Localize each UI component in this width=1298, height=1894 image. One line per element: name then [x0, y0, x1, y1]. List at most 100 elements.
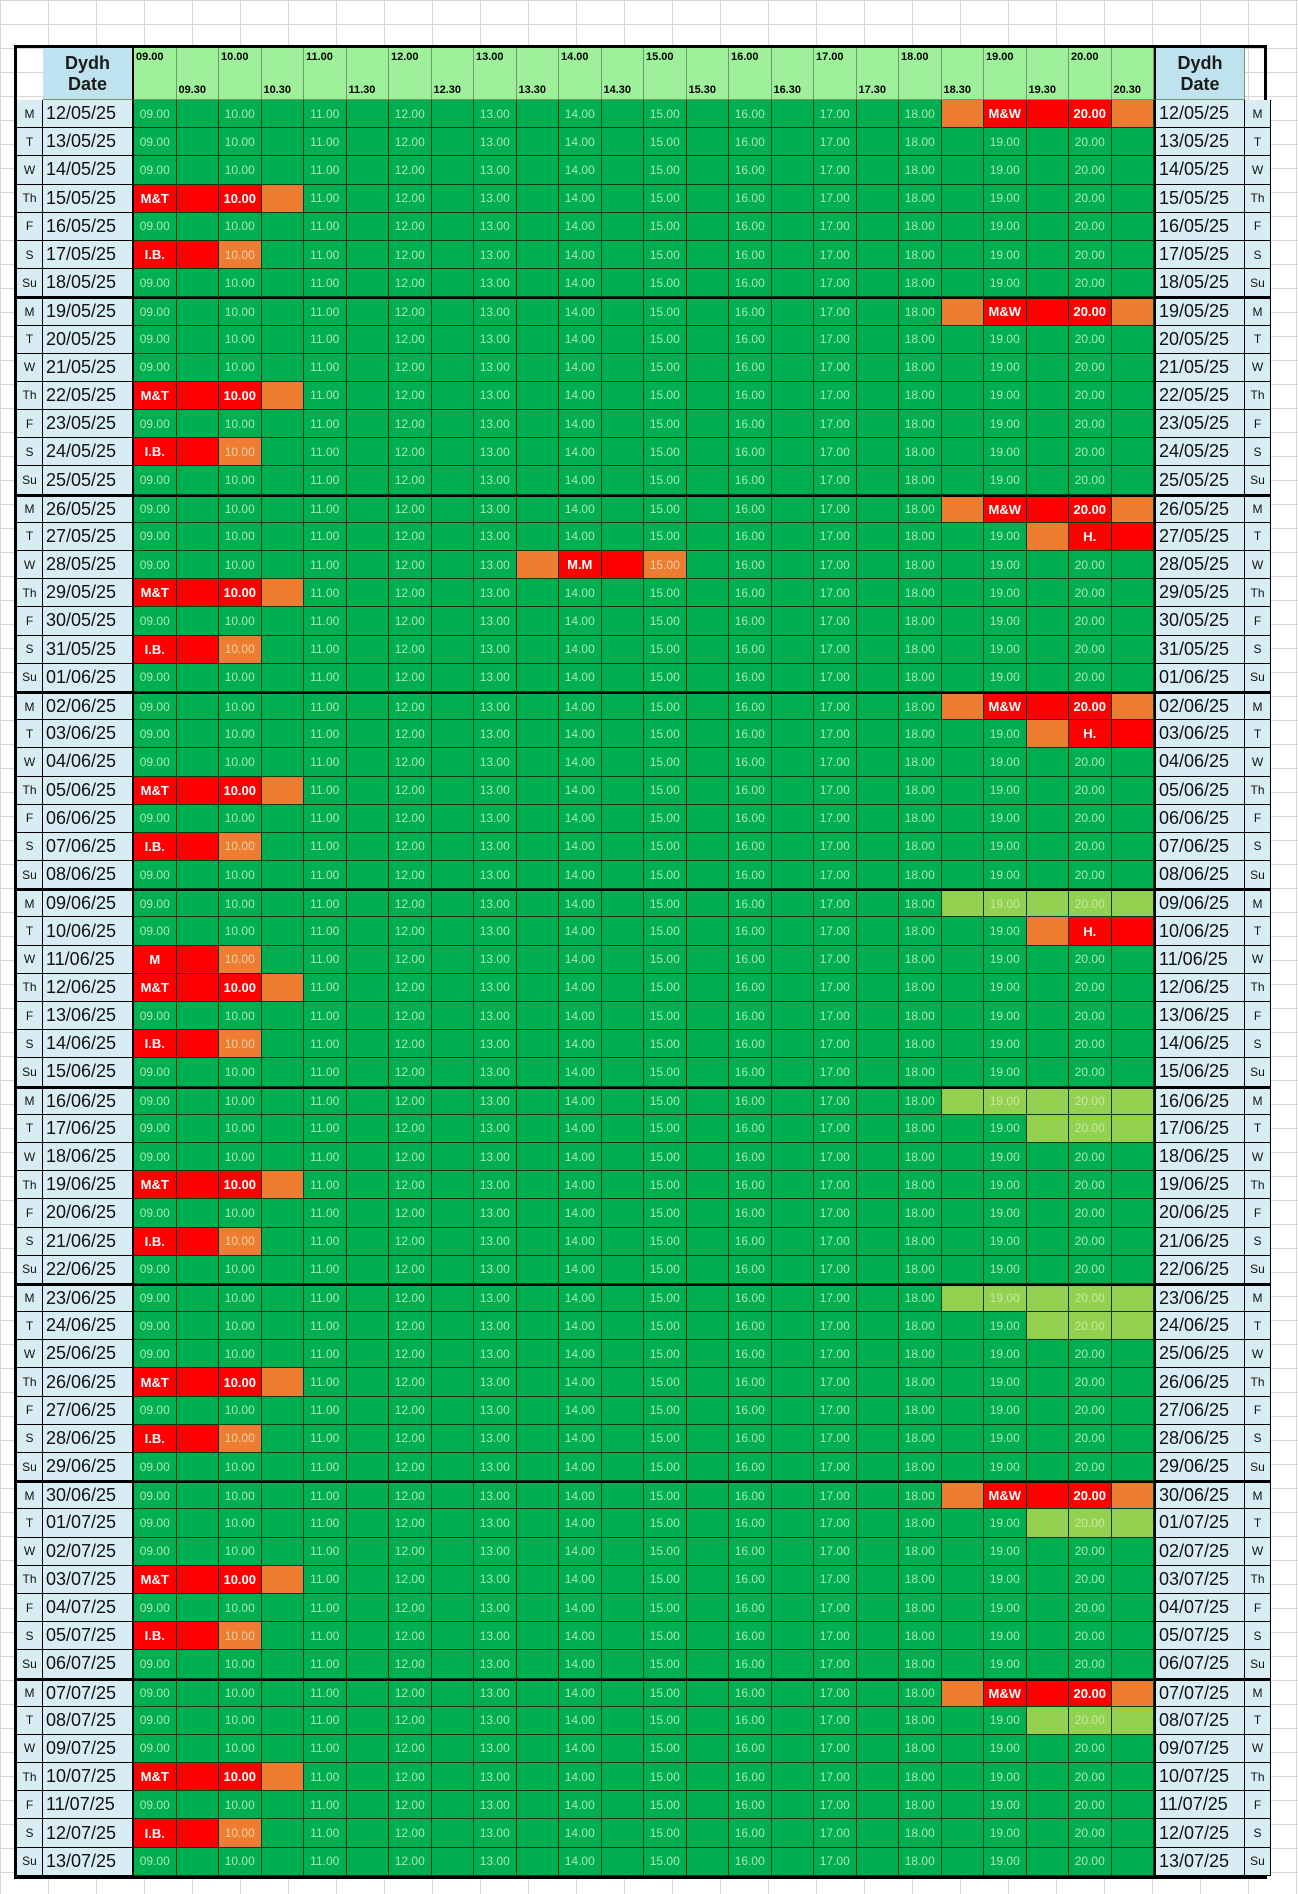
- free-slot[interactable]: 10.00: [219, 522, 262, 551]
- free-slot[interactable]: 20.00: [1069, 1142, 1112, 1172]
- booking-slot[interactable]: 10.00: [219, 1368, 262, 1397]
- free-slot[interactable]: 15.00: [644, 128, 687, 157]
- free-slot[interactable]: [261, 1481, 304, 1510]
- free-slot[interactable]: [176, 1453, 219, 1482]
- free-slot[interactable]: 19.00: [984, 325, 1027, 354]
- free-slot[interactable]: 15.00: [644, 1622, 687, 1651]
- free-slot[interactable]: 10.00: [219, 269, 262, 298]
- free-slot[interactable]: [771, 607, 814, 636]
- free-slot[interactable]: 13.00: [474, 297, 517, 326]
- free-slot[interactable]: 17.00: [814, 1142, 857, 1172]
- free-slot[interactable]: 16.00: [729, 1030, 772, 1059]
- free-slot[interactable]: [601, 184, 644, 213]
- free-slot[interactable]: 13.00: [474, 212, 517, 241]
- free-slot[interactable]: 11.00: [304, 720, 347, 749]
- free-slot[interactable]: 14.00: [559, 1424, 602, 1453]
- free-slot[interactable]: 19.00: [984, 128, 1027, 157]
- free-slot[interactable]: 10.00: [219, 297, 262, 326]
- booking-slot[interactable]: 20.00: [1069, 1678, 1112, 1707]
- free-slot[interactable]: 14.00: [559, 1622, 602, 1651]
- free-slot[interactable]: 19.00: [984, 1453, 1027, 1482]
- free-slot[interactable]: [856, 1650, 899, 1679]
- free-slot[interactable]: [771, 269, 814, 298]
- free-slot[interactable]: [686, 381, 729, 411]
- booking-slot[interactable]: [176, 381, 219, 411]
- free-slot[interactable]: 19.00: [984, 1847, 1027, 1876]
- booking-slot[interactable]: [1111, 1312, 1154, 1341]
- free-slot[interactable]: [856, 776, 899, 805]
- free-slot[interactable]: [941, 832, 984, 862]
- free-slot[interactable]: [431, 156, 474, 185]
- free-slot[interactable]: 18.00: [899, 945, 942, 974]
- free-slot[interactable]: [941, 353, 984, 382]
- free-slot[interactable]: 13.00: [474, 1312, 517, 1341]
- free-slot[interactable]: 10.00: [219, 861, 262, 890]
- free-slot[interactable]: [346, 100, 389, 129]
- free-slot[interactable]: 09.00: [134, 1537, 177, 1566]
- free-slot[interactable]: 14.00: [559, 184, 602, 213]
- free-slot[interactable]: 12.00: [389, 156, 432, 185]
- free-slot[interactable]: 10.00: [219, 1255, 262, 1284]
- free-slot[interactable]: [516, 1114, 559, 1143]
- free-slot[interactable]: 20.00: [1069, 240, 1112, 270]
- free-slot[interactable]: [1026, 551, 1069, 580]
- free-slot[interactable]: 11.00: [304, 184, 347, 213]
- free-slot[interactable]: 14.00: [559, 522, 602, 551]
- free-slot[interactable]: 18.00: [899, 1340, 942, 1369]
- free-slot[interactable]: [516, 1086, 559, 1115]
- free-slot[interactable]: 16.00: [729, 1312, 772, 1341]
- free-slot[interactable]: [856, 973, 899, 1002]
- free-slot[interactable]: [346, 551, 389, 580]
- free-slot[interactable]: 14.00: [559, 353, 602, 382]
- free-slot[interactable]: [1026, 156, 1069, 185]
- free-slot[interactable]: 14.00: [559, 973, 602, 1002]
- booking-slot[interactable]: [176, 973, 219, 1002]
- free-slot[interactable]: [516, 1283, 559, 1313]
- free-slot[interactable]: 14.00: [559, 494, 602, 523]
- free-slot[interactable]: [431, 551, 474, 580]
- free-slot[interactable]: [686, 1565, 729, 1594]
- free-slot[interactable]: [771, 720, 814, 749]
- free-slot[interactable]: [1111, 381, 1154, 411]
- free-slot[interactable]: [601, 1199, 644, 1228]
- free-slot[interactable]: [941, 917, 984, 946]
- booking-slot[interactable]: [1026, 522, 1069, 551]
- free-slot[interactable]: [516, 466, 559, 495]
- free-slot[interactable]: [346, 832, 389, 862]
- free-slot[interactable]: [516, 438, 559, 467]
- booking-slot[interactable]: [1111, 1114, 1154, 1143]
- free-slot[interactable]: 11.00: [304, 1002, 347, 1031]
- free-slot[interactable]: [856, 325, 899, 354]
- free-slot[interactable]: 13.00: [474, 1283, 517, 1313]
- free-slot[interactable]: [601, 945, 644, 974]
- booking-slot[interactable]: [1026, 494, 1069, 523]
- free-slot[interactable]: [516, 1791, 559, 1820]
- free-slot[interactable]: [516, 410, 559, 439]
- free-slot[interactable]: [941, 1622, 984, 1651]
- booking-slot[interactable]: M&W: [984, 100, 1027, 129]
- free-slot[interactable]: [1111, 607, 1154, 636]
- free-slot[interactable]: [346, 438, 389, 467]
- free-slot[interactable]: 15.00: [644, 381, 687, 411]
- free-slot[interactable]: 12.00: [389, 1312, 432, 1341]
- free-slot[interactable]: [516, 1171, 559, 1200]
- free-slot[interactable]: 13.00: [474, 128, 517, 157]
- free-slot[interactable]: [686, 353, 729, 382]
- free-slot[interactable]: 10.00: [219, 607, 262, 636]
- free-slot[interactable]: [431, 1819, 474, 1848]
- booking-slot[interactable]: [1111, 917, 1154, 946]
- free-slot[interactable]: 14.00: [559, 1537, 602, 1566]
- free-slot[interactable]: 20.00: [1069, 1396, 1112, 1425]
- free-slot[interactable]: [771, 804, 814, 833]
- free-slot[interactable]: 11.00: [304, 381, 347, 411]
- free-slot[interactable]: [346, 776, 389, 805]
- free-slot[interactable]: 13.00: [474, 1481, 517, 1510]
- free-slot[interactable]: 15.00: [644, 1847, 687, 1876]
- free-slot[interactable]: [771, 522, 814, 551]
- free-slot[interactable]: 20.00: [1069, 1227, 1112, 1256]
- free-slot[interactable]: [941, 973, 984, 1002]
- free-slot[interactable]: 11.00: [304, 1142, 347, 1172]
- free-slot[interactable]: 15.00: [644, 410, 687, 439]
- free-slot[interactable]: [771, 100, 814, 129]
- free-slot[interactable]: 15.00: [644, 297, 687, 326]
